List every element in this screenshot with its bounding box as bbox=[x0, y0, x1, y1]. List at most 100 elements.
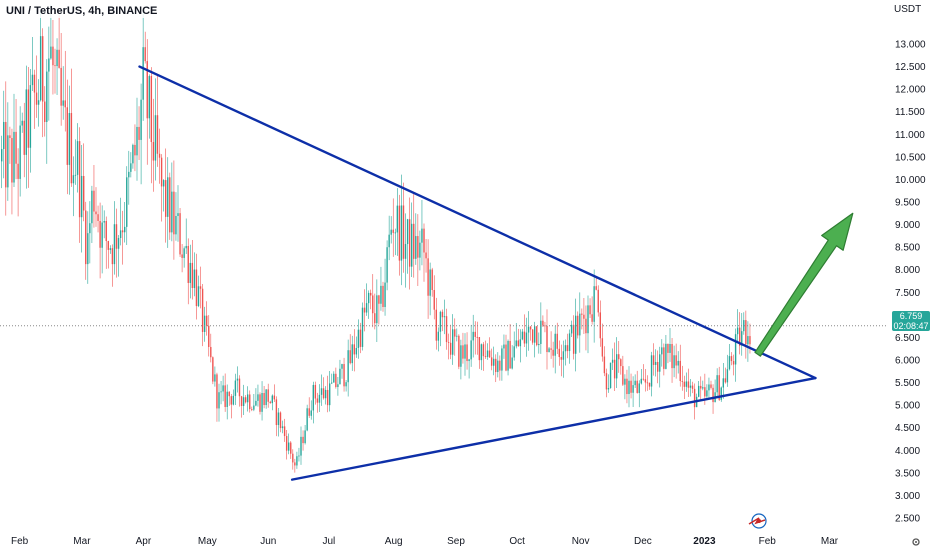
candle bbox=[542, 315, 544, 327]
candle bbox=[372, 274, 374, 328]
candle bbox=[349, 334, 351, 365]
candle bbox=[224, 373, 226, 412]
candle bbox=[675, 343, 677, 379]
candle bbox=[347, 339, 349, 397]
candle bbox=[439, 310, 442, 347]
trendlines[interactable] bbox=[138, 65, 817, 481]
candle bbox=[577, 311, 579, 339]
candle bbox=[208, 315, 210, 357]
candle bbox=[417, 214, 419, 286]
candle bbox=[665, 334, 667, 370]
candle bbox=[173, 160, 175, 260]
candle bbox=[593, 269, 595, 343]
candle bbox=[493, 346, 495, 376]
candle bbox=[552, 341, 554, 368]
candle bbox=[587, 295, 589, 354]
candle bbox=[169, 172, 171, 240]
candle bbox=[107, 240, 109, 269]
time-axis[interactable]: Feb Mar Apr May Jun Jul Aug Sep Oct Nov Dec 2023 Feb… bbox=[11, 536, 839, 547]
candle bbox=[644, 369, 647, 392]
candle bbox=[128, 150, 130, 205]
candle bbox=[431, 267, 433, 297]
candle bbox=[482, 342, 485, 371]
candle bbox=[411, 202, 413, 277]
candle bbox=[550, 331, 552, 359]
candle bbox=[308, 397, 310, 418]
candle bbox=[52, 20, 54, 95]
candle bbox=[296, 451, 298, 469]
candle bbox=[726, 354, 729, 387]
candle bbox=[626, 369, 628, 404]
candle bbox=[230, 393, 232, 419]
candle bbox=[353, 329, 355, 372]
candle bbox=[466, 332, 468, 370]
candle bbox=[570, 320, 573, 337]
price-axis-unit: USDT bbox=[894, 4, 921, 15]
candle bbox=[181, 244, 183, 273]
candle bbox=[105, 216, 107, 269]
candle bbox=[167, 157, 169, 248]
projection-arrow[interactable] bbox=[754, 212, 854, 357]
candle bbox=[363, 289, 366, 332]
gear-icon[interactable] bbox=[910, 536, 922, 548]
price-tick-label: 11.000 bbox=[895, 130, 925, 141]
candle bbox=[177, 185, 179, 242]
candle bbox=[718, 366, 720, 402]
candle bbox=[700, 376, 702, 401]
candle bbox=[484, 340, 487, 359]
candle bbox=[160, 154, 163, 222]
candle bbox=[210, 333, 212, 363]
candle bbox=[218, 383, 220, 422]
candle bbox=[316, 392, 319, 413]
time-tick-label: Mar bbox=[73, 536, 91, 547]
price-tick-label: 8.000 bbox=[895, 265, 920, 276]
time-tick-label: Oct bbox=[509, 536, 525, 547]
candle bbox=[564, 339, 567, 366]
candle bbox=[595, 276, 597, 291]
candle bbox=[648, 382, 651, 390]
candle bbox=[531, 329, 534, 345]
candle bbox=[138, 106, 140, 161]
candle bbox=[329, 370, 331, 412]
candle bbox=[124, 201, 126, 243]
candle bbox=[402, 182, 405, 273]
author-logo-icon bbox=[748, 513, 767, 529]
candle bbox=[687, 368, 690, 398]
price-tick-label: 10.500 bbox=[895, 152, 926, 163]
candle bbox=[458, 334, 460, 370]
candle bbox=[616, 337, 618, 388]
candle bbox=[46, 59, 48, 164]
candle bbox=[285, 429, 288, 460]
price-tick-label: 11.500 bbox=[895, 107, 925, 118]
candle bbox=[472, 314, 474, 358]
candle bbox=[117, 234, 120, 277]
candle bbox=[630, 373, 632, 399]
candle bbox=[17, 148, 19, 217]
price-tick-label: 5.000 bbox=[895, 401, 920, 412]
candle bbox=[654, 349, 657, 377]
candle bbox=[529, 326, 532, 341]
candle bbox=[548, 346, 550, 353]
trendline-upper[interactable] bbox=[138, 65, 817, 380]
candle bbox=[226, 384, 228, 420]
candle bbox=[238, 375, 241, 407]
candle bbox=[216, 372, 218, 422]
candle bbox=[736, 309, 739, 343]
trendline-lower[interactable] bbox=[290, 376, 817, 481]
candle bbox=[355, 336, 358, 358]
candle bbox=[76, 123, 79, 193]
candle bbox=[470, 324, 472, 367]
candle bbox=[698, 380, 700, 398]
candle bbox=[232, 389, 235, 406]
candle bbox=[732, 354, 735, 376]
candle bbox=[734, 328, 737, 382]
candle bbox=[478, 336, 481, 369]
price-axis[interactable]: 13.000 12.500 12.000 11.500 11.000 10.500 10.0… bbox=[895, 40, 926, 525]
candle bbox=[351, 335, 353, 371]
candle bbox=[249, 390, 251, 413]
candle bbox=[326, 375, 329, 413]
candle bbox=[9, 126, 11, 164]
candle bbox=[281, 420, 284, 434]
candle bbox=[597, 285, 599, 317]
